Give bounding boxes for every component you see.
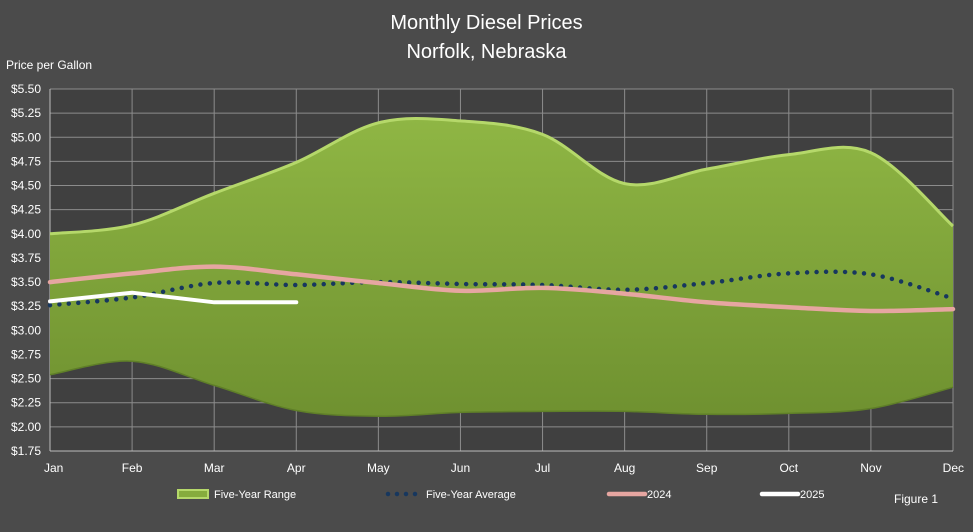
- chart-subtitle: Norfolk, Nebraska: [406, 41, 567, 63]
- y-tick-label: $4.25: [11, 203, 41, 217]
- legend-label-2024: 2024: [647, 489, 671, 501]
- x-tick-label: Jan: [44, 461, 63, 475]
- y-tick-label: $4.00: [11, 227, 41, 241]
- figure-label: Figure 1: [894, 492, 939, 506]
- y-axis-label: Price per Gallon: [6, 58, 93, 72]
- five-year-range-low-edge: [49, 360, 954, 417]
- x-tick-label: Apr: [287, 461, 306, 475]
- chart-title: Monthly Diesel Prices: [390, 12, 583, 34]
- y-tick-label: $3.50: [11, 275, 41, 289]
- y-tick-label: $2.25: [11, 396, 41, 410]
- legend-label-2025: 2025: [800, 489, 824, 501]
- legend-label-five-year-average: Five-Year Average: [426, 489, 516, 501]
- series-line-2025: [48, 290, 299, 305]
- y-tick-label: $4.75: [11, 154, 41, 168]
- series-line-five-year-average: [47, 269, 956, 308]
- y-tick-label: $5.50: [11, 82, 41, 96]
- x-tick-label: Oct: [779, 461, 798, 475]
- five-year-range-high-edge: [49, 117, 955, 236]
- series-line-2024: [47, 264, 956, 314]
- x-tick-label: Nov: [860, 461, 881, 475]
- y-tick-label: $5.25: [11, 106, 41, 120]
- x-tick-label: Mar: [204, 461, 225, 475]
- x-tick-label: Sep: [696, 461, 718, 475]
- y-tick-label: $3.75: [11, 251, 41, 265]
- x-tick-label: Feb: [122, 461, 143, 475]
- y-tick-label: $2.75: [11, 347, 41, 361]
- y-tick-label: $3.25: [11, 299, 41, 313]
- y-tick-label: $4.50: [11, 179, 41, 193]
- legend-swatch-five-year-range: [177, 489, 209, 499]
- x-tick-label: May: [367, 461, 390, 475]
- y-tick-label: $3.00: [11, 323, 41, 337]
- legend-label-five-year-range: Five-Year Range: [214, 489, 296, 501]
- x-tick-label: Jun: [451, 461, 470, 475]
- y-tick-label: $2.50: [11, 372, 41, 386]
- y-tick-label: $5.00: [11, 130, 41, 144]
- x-tick-label: Jul: [535, 461, 550, 475]
- y-tick-label: $2.00: [11, 420, 41, 434]
- five-year-range-area: [50, 118, 953, 417]
- y-tick-label: $1.75: [11, 444, 41, 458]
- x-tick-label: Aug: [614, 461, 635, 475]
- x-tick-label: Dec: [943, 461, 964, 475]
